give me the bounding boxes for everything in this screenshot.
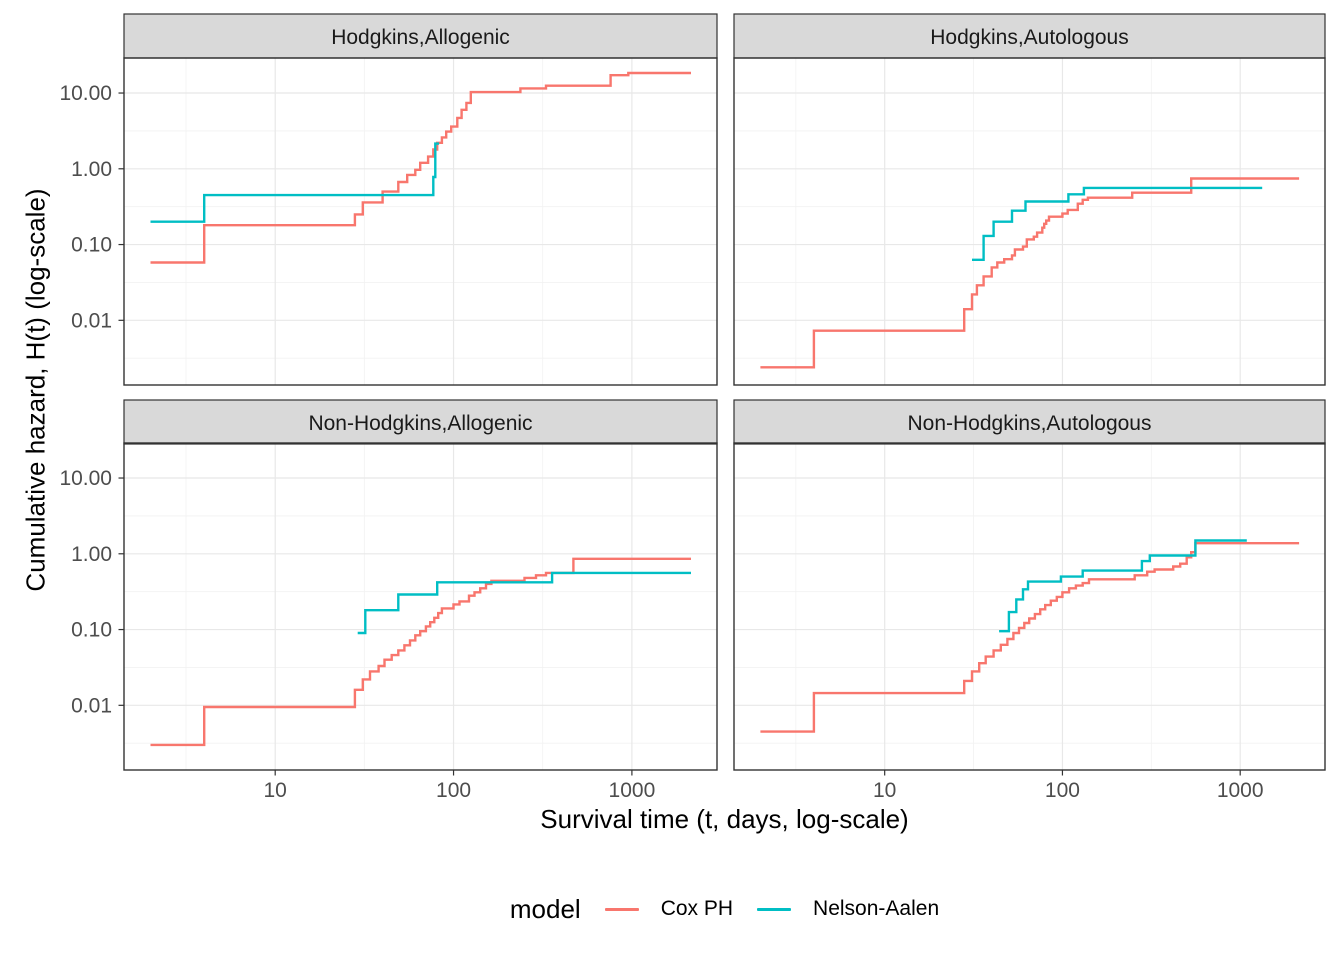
panel-series	[760, 539, 1300, 733]
y-tick-label: 1.00	[71, 543, 112, 566]
panel-series	[150, 71, 691, 264]
cox-ph-curve	[760, 177, 1300, 369]
legend-entry-nelson-aalen: Nelson-Aalen	[757, 897, 939, 921]
panel-border	[123, 57, 718, 386]
facet-strip-title: Hodgkins,Autologous	[930, 26, 1128, 49]
cox-ph-line-key	[604, 907, 639, 911]
x-tick-label: 100	[1045, 779, 1080, 802]
y-axis-title: Cumulative hazard, H(t) (log-scale)	[20, 188, 51, 592]
legend-title: model	[509, 893, 581, 924]
x-tick-label: 1000	[609, 779, 656, 802]
y-tick-label: 0.01	[71, 309, 112, 332]
chart-canvas: Hodgkins,Allogenic 10.00 1.00 0.10 0.01 Hodgk…	[59, 13, 1326, 802]
nelson-aalen-line-key	[757, 907, 792, 911]
x-tick-label: 100	[436, 779, 471, 802]
facet-strip	[733, 399, 1326, 445]
nelson-aalen-curve	[999, 539, 1247, 633]
nelson-aalen-curve	[357, 571, 691, 635]
panel-background	[124, 58, 717, 385]
y-tick-label: 0.10	[71, 234, 112, 257]
cox-ph-curve	[150, 71, 691, 264]
facet-strip	[123, 399, 718, 445]
panel-background	[734, 58, 1325, 385]
facet-strip-title: Non-Hodgkins,Allogenic	[308, 412, 532, 435]
legend-label: Nelson-Aalen	[813, 897, 940, 920]
cox-ph-curve	[760, 542, 1300, 733]
y-tick-label: 0.01	[71, 694, 112, 717]
nelson-aalen-curve	[972, 186, 1263, 261]
panel-background	[124, 443, 717, 770]
y-tick-label: 10.00	[59, 82, 112, 105]
facet-strip-title: Hodgkins,Allogenic	[331, 26, 510, 49]
legend: model Cox PH Nelson-Aalen	[124, 884, 1325, 934]
facet-strip-title: Non-Hodgkins,Autologous	[908, 412, 1152, 435]
panel-border	[733, 442, 1326, 771]
panel-border	[733, 57, 1326, 386]
panel-background	[734, 443, 1325, 770]
x-tick-label: 10	[873, 779, 896, 802]
nelson-aalen-curve	[150, 142, 440, 223]
x-axis-title: Survival time (t, days, log-scale)	[540, 804, 909, 834]
panel-series	[760, 177, 1300, 369]
legend-label: Cox PH	[660, 897, 734, 920]
y-tick-label: 1.00	[71, 158, 112, 181]
panel-border	[123, 442, 718, 771]
y-tick-label: 10.00	[59, 467, 112, 490]
panel-series	[150, 557, 691, 747]
legend-entry-cox-ph: Cox PH	[604, 897, 734, 921]
x-tick-label: 1000	[1217, 779, 1264, 802]
y-tick-label: 0.10	[71, 619, 112, 642]
x-tick-label: 10	[264, 779, 287, 802]
